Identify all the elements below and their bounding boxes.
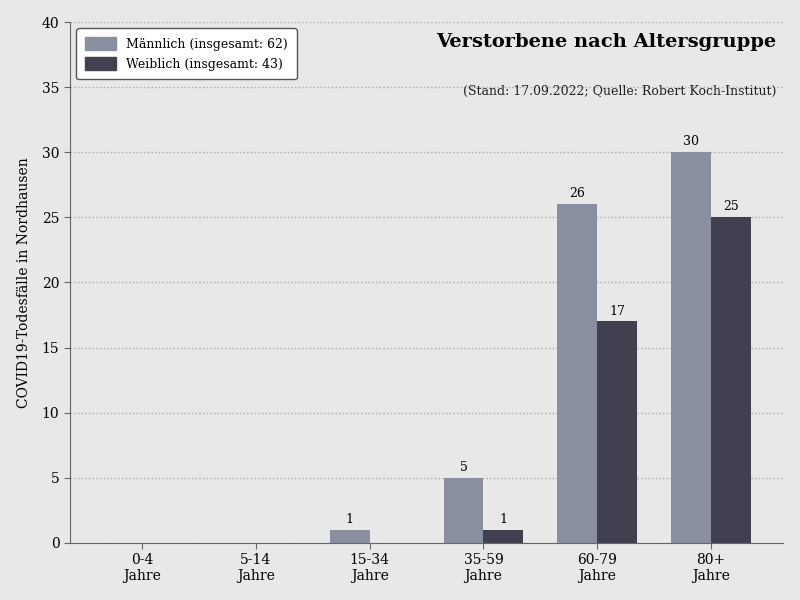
Text: Verstorbene nach Altersgruppe: Verstorbene nach Altersgruppe — [436, 32, 776, 50]
Y-axis label: COVID19-Todesfälle in Nordhausen: COVID19-Todesfälle in Nordhausen — [17, 157, 30, 408]
Bar — [598, 322, 637, 543]
Bar — [483, 530, 523, 543]
Text: 26: 26 — [570, 187, 586, 200]
Text: (Stand: 17.09.2022; Quelle: Robert Koch-Institut): (Stand: 17.09.2022; Quelle: Robert Koch-… — [463, 85, 776, 98]
Bar — [558, 205, 598, 543]
Text: 30: 30 — [683, 136, 699, 148]
Text: 5: 5 — [460, 461, 467, 474]
Bar — [671, 152, 711, 543]
Text: 17: 17 — [610, 305, 625, 317]
Bar — [330, 530, 370, 543]
Text: 25: 25 — [723, 200, 739, 214]
Text: 1: 1 — [346, 513, 354, 526]
Bar — [711, 217, 751, 543]
Legend: Männlich (insgesamt: 62), Weiblich (insgesamt: 43): Männlich (insgesamt: 62), Weiblich (insg… — [76, 28, 297, 79]
Text: 1: 1 — [499, 513, 507, 526]
Bar — [444, 478, 483, 543]
